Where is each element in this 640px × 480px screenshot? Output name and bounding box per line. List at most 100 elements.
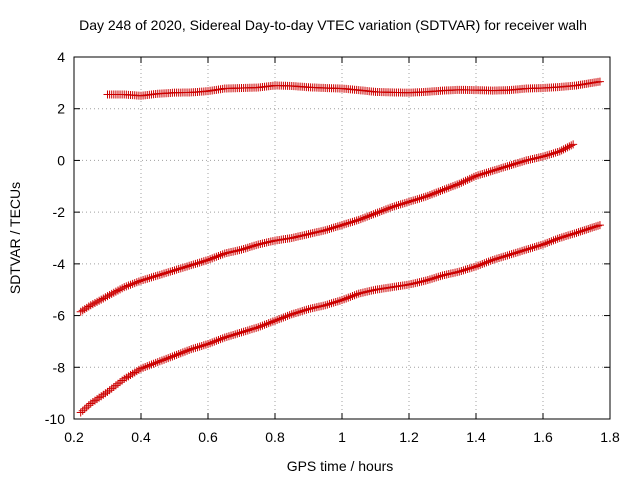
data-point-marker	[95, 393, 104, 402]
data-point-marker	[273, 315, 282, 324]
data-point-marker	[440, 185, 449, 194]
data-point-marker	[86, 301, 95, 310]
data-point-marker	[421, 192, 430, 201]
data-point-marker	[446, 182, 455, 191]
data-point-marker	[212, 252, 221, 261]
data-point-marker	[126, 371, 135, 380]
data-point-marker	[218, 250, 227, 259]
data-point-marker	[358, 214, 367, 223]
data-point-marker	[578, 226, 587, 235]
x-tick-label: 1.8	[600, 429, 620, 445]
data-point-marker	[141, 275, 150, 284]
data-point-marker	[201, 340, 210, 349]
data-point-marker	[453, 180, 462, 189]
data-point-marker	[463, 265, 472, 274]
data-point-marker	[386, 203, 395, 212]
data-point-marker	[346, 218, 355, 227]
data-point-marker	[329, 298, 338, 307]
data-point-marker	[350, 291, 359, 300]
data-point-marker	[563, 143, 572, 152]
data-point-marker	[130, 279, 139, 288]
data-point-marker	[160, 269, 169, 278]
data-point-marker	[486, 167, 495, 176]
data-point-marker	[513, 248, 522, 257]
data-point-marker	[505, 161, 514, 170]
data-point-marker	[580, 226, 589, 235]
data-point-marker	[86, 399, 95, 408]
data-point-marker	[505, 250, 514, 259]
data-point-marker	[559, 232, 568, 241]
data-point-marker	[237, 328, 246, 337]
data-point-marker	[490, 255, 499, 264]
data-point-marker	[243, 243, 252, 252]
data-point-marker	[570, 229, 579, 238]
data-point-marker	[584, 224, 593, 233]
data-point-marker	[281, 312, 290, 321]
data-point-marker	[423, 191, 432, 200]
data-point-marker	[139, 363, 148, 372]
data-point-marker	[262, 319, 271, 328]
data-point-marker	[511, 159, 520, 168]
data-point-marker	[206, 255, 215, 264]
data-point-marker	[120, 283, 129, 292]
data-point-marker	[565, 142, 574, 151]
data-point-marker	[398, 199, 407, 208]
data-point-marker	[567, 141, 576, 150]
data-point-marker	[130, 368, 139, 377]
data-point-marker	[465, 264, 474, 273]
data-point-marker	[438, 186, 447, 195]
data-point-marker	[419, 193, 428, 202]
data-point-marker	[352, 216, 361, 225]
data-point-marker	[390, 202, 399, 211]
data-point-marker	[518, 246, 527, 255]
data-point-marker	[197, 257, 206, 266]
y-axis-label: SDTVAR / TECUs	[7, 182, 23, 294]
data-point-marker	[124, 281, 133, 290]
data-point-marker	[137, 276, 145, 285]
data-point-marker	[191, 343, 200, 352]
data-point-marker	[541, 239, 550, 248]
data-point-marker	[95, 296, 104, 305]
y-tick-label: -8	[53, 359, 66, 375]
data-point-marker	[469, 263, 478, 272]
data-point-marker	[170, 266, 179, 275]
data-point-marker	[547, 149, 556, 158]
data-point-marker	[588, 223, 597, 232]
data-point-marker	[82, 403, 91, 412]
data-point-marker	[541, 151, 550, 160]
data-point-marker	[492, 254, 501, 263]
data-point-marker	[329, 223, 338, 232]
data-point-marker	[235, 329, 244, 338]
data-point-marker	[444, 183, 453, 192]
data-point-marker	[467, 263, 476, 272]
y-tick-label: 2	[57, 101, 65, 117]
data-point-marker	[480, 259, 489, 268]
data-point-marker	[160, 355, 169, 364]
data-point-marker	[515, 247, 524, 256]
data-point-marker	[107, 289, 116, 298]
data-point-marker	[145, 274, 154, 283]
data-point-marker	[294, 308, 303, 317]
data-point-marker	[333, 297, 342, 306]
data-point-marker	[388, 202, 397, 211]
data-point-marker	[176, 264, 185, 273]
data-point-marker	[80, 404, 89, 413]
data-point-marker	[183, 346, 192, 355]
data-point-marker	[417, 193, 426, 202]
data-point-marker	[243, 326, 252, 335]
data-point-marker	[335, 221, 344, 230]
data-point-marker	[120, 374, 129, 383]
data-point-marker	[348, 292, 357, 301]
data-point-marker	[405, 197, 413, 206]
data-point-marker	[189, 344, 198, 353]
data-point-marker	[109, 288, 118, 297]
data-point-marker	[526, 244, 535, 253]
data-point-marker	[486, 256, 495, 265]
data-point-marker	[88, 398, 97, 407]
data-point-marker	[499, 163, 508, 172]
data-point-marker	[296, 307, 305, 316]
data-point-marker	[379, 206, 388, 215]
y-axis-ticks: -10 -8 -6 -4 -2 0 2 4	[45, 49, 610, 427]
data-point-marker	[459, 177, 468, 186]
data-point-marker	[442, 184, 451, 193]
